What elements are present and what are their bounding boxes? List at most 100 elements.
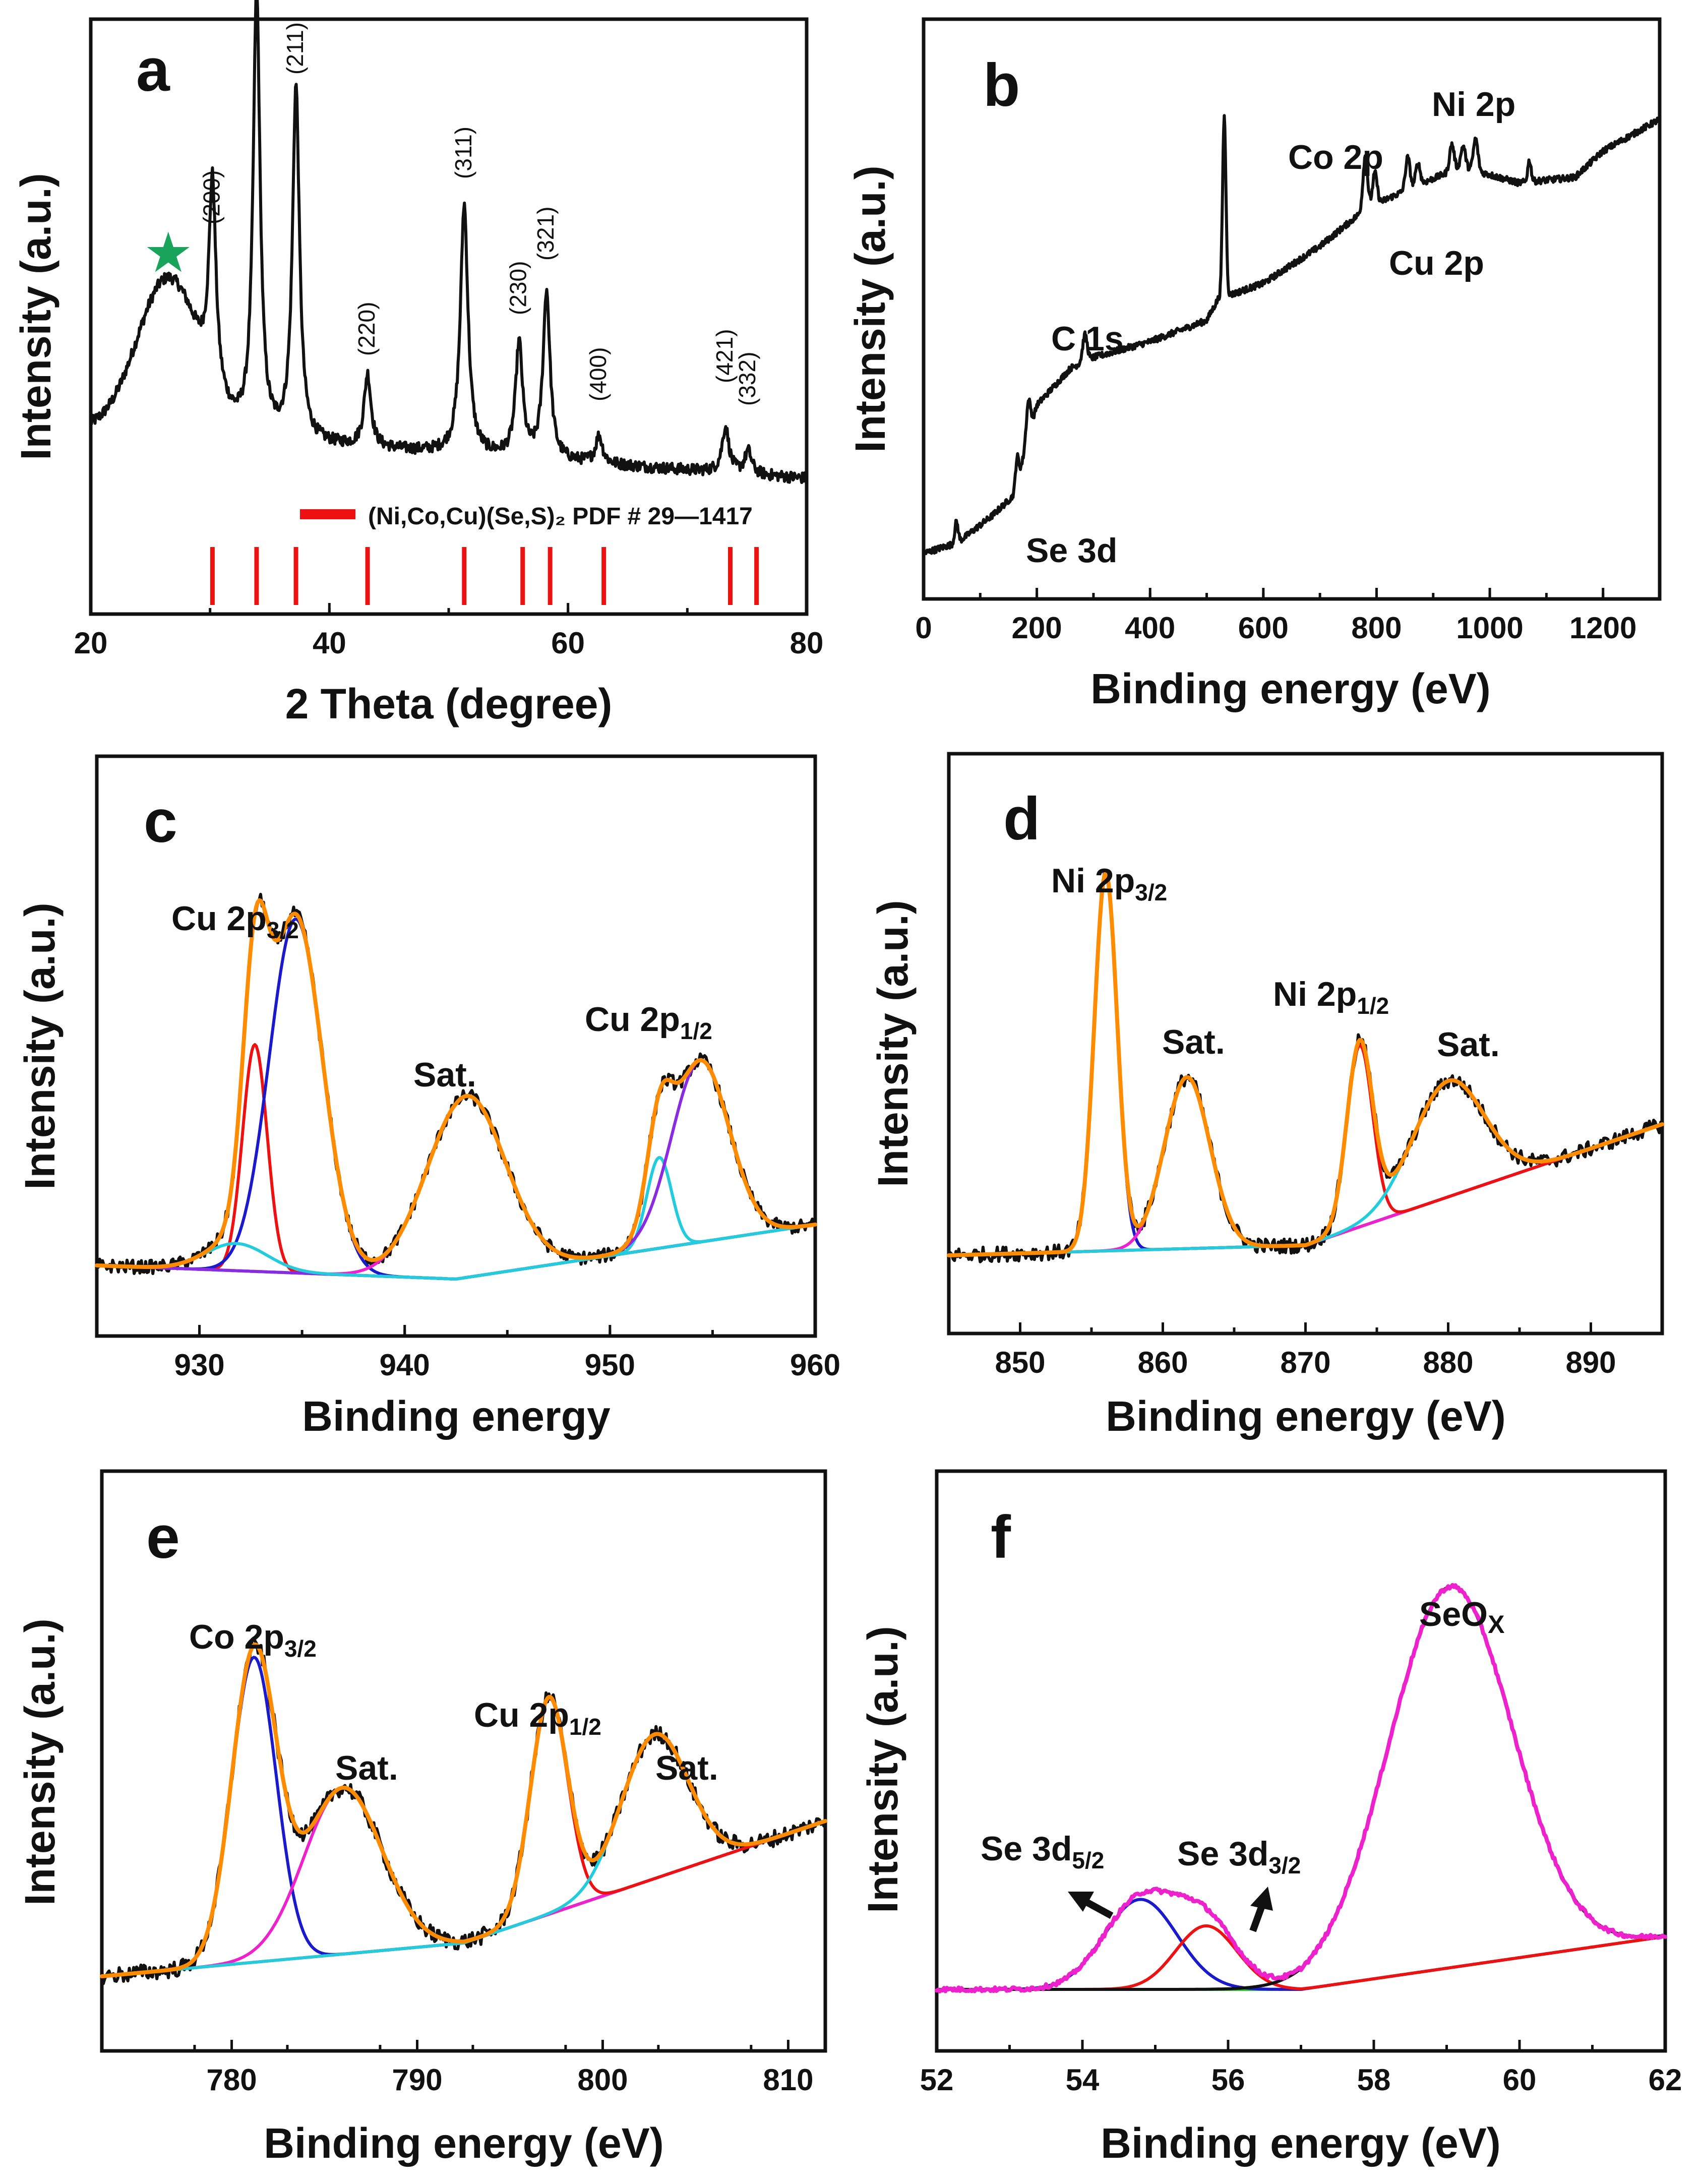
panel-a-legend: (Ni,Co,Cu)(Se,S)₂ PDF # 29—1417 — [368, 503, 753, 530]
panel-a-hkl-label: (421) — [711, 329, 738, 383]
panel-a-xrd-pattern — [89, 0, 808, 484]
panel-a-ylabel: Intensity (a.u.) — [12, 173, 59, 460]
panel-f-xtick-label: 58 — [1357, 2063, 1391, 2097]
panel-a-xlabel: 2 Theta (degree) — [285, 680, 613, 727]
panel-f-envelope — [935, 1583, 1667, 1994]
panel-d-xlabel: Binding energy (eV) — [1106, 1392, 1505, 1440]
panel-e-label: e — [146, 1503, 180, 1571]
panel-e-co2p32-label: Co 2p3/2 — [189, 1618, 317, 1662]
panel-e-xtick-label: 790 — [392, 2063, 442, 2097]
panel-a-legend-swatch — [300, 509, 355, 519]
panel-f-ylabel: Intensity (a.u.) — [859, 1626, 906, 1913]
panel-f-xlabel: Binding energy (eV) — [1101, 2119, 1500, 2167]
panel-f-seox-label: SeOX — [1419, 1595, 1504, 1639]
panel-a-xrd: ★(200)(210)(211)(220)(311)(230)(321)(400… — [12, 0, 823, 727]
panel-b-c1s-label: C 1s — [1051, 320, 1124, 358]
panel-b-label: b — [983, 51, 1020, 119]
panel-b-ni2p-label: Ni 2p — [1432, 85, 1515, 124]
panel-d-ni2p12-label: Ni 2p1/2 — [1273, 975, 1389, 1019]
panel-b-survey-spectrum — [922, 114, 1661, 556]
panel-f-se3d52-label: Se 3d5/2 — [981, 1830, 1104, 1873]
panel-e-xtick-label: 810 — [763, 2063, 813, 2097]
panel-c-xtick-label: 960 — [790, 1348, 840, 1382]
panel-b-series — [922, 114, 1661, 556]
panel-c-sat-label: Sat. — [413, 1056, 476, 1094]
panel-e-series — [100, 1636, 827, 1985]
panel-d-component-ni-2p1-2 — [947, 1044, 1664, 1257]
panel-d-component-ni-2p3-2 — [947, 871, 1664, 1257]
panel-a-xtick-label: 60 — [551, 626, 585, 660]
panel-c-component-cu-2p1-2 — [95, 1156, 817, 1281]
panel-d-xtick-label: 870 — [1280, 1346, 1330, 1379]
panel-c-cu2p32-label: Cu 2p3/2 — [171, 899, 299, 943]
panel-b-xtick-label: 200 — [1012, 611, 1062, 645]
panel-f-component-se-3d3-2 — [935, 1924, 1667, 1991]
panel-d-ticks: 850 860 870 880 890 — [947, 1322, 1664, 1379]
panel-c-xtick-label: 950 — [585, 1348, 635, 1382]
panel-a-star-marker: ★ — [144, 222, 194, 284]
panel-f-se3d: 52 54 56 58 60 62 f Binding energy (eV) Inten… — [859, 1469, 1682, 2167]
panel-d-xtick-label: 850 — [995, 1346, 1045, 1379]
panel-f-arrow-left — [1068, 1892, 1114, 1919]
panel-f-ticks: 52 54 56 58 60 62 — [920, 2040, 1682, 2097]
panel-c-component-sat- — [95, 1223, 817, 1281]
panel-e-component-sat- — [100, 1786, 827, 1978]
panel-e-sat2-label: Sat. — [655, 1749, 718, 1787]
panel-b-xtick-label: 1200 — [1569, 611, 1636, 645]
panel-c-xlabel: Binding energy — [302, 1392, 611, 1440]
panel-a-hkl-label: (230) — [505, 261, 531, 315]
panel-f-series — [935, 1583, 1667, 1994]
panel-c-label: c — [144, 787, 177, 855]
panel-c-ylabel: Intensity (a.u.) — [16, 902, 64, 1189]
panel-b-se3d-label: Se 3d — [1026, 531, 1117, 570]
panel-c-frame — [95, 754, 817, 1338]
panel-f-xtick-label: 54 — [1066, 2063, 1100, 2097]
panel-d-ni2p32-label: Ni 2p3/2 — [1051, 862, 1167, 905]
panel-a-hkl-label: (220) — [353, 302, 380, 356]
panel-d-xtick-label: 890 — [1565, 1346, 1616, 1379]
panel-d-label: d — [1003, 785, 1040, 853]
panel-c-envelope — [95, 898, 817, 1269]
panel-e-raw-data — [100, 1636, 827, 1985]
panel-b-co2p-label: Co 2p — [1288, 138, 1383, 176]
panel-b-xtick-label: 0 — [915, 611, 932, 645]
panel-e-cu2p12-label: Cu 2p1/2 — [474, 1696, 601, 1740]
panel-d-component-sat- — [947, 1078, 1664, 1257]
panel-c-xtick-label: 930 — [174, 1348, 225, 1382]
panel-a-hkl-label: (311) — [450, 127, 476, 179]
panel-b-xtick-label: 400 — [1125, 611, 1175, 645]
panel-e-envelope — [100, 1642, 827, 1978]
panel-c-component-sat- — [95, 1094, 817, 1276]
panel-e-sat1-label: Sat. — [335, 1749, 398, 1787]
panel-a-hkl-label: (211) — [282, 22, 308, 75]
panel-f-xtick-label: 60 — [1503, 2063, 1537, 2097]
panel-b-frame — [922, 17, 1662, 601]
panel-a-xtick-label: 80 — [790, 626, 824, 660]
panel-b-xtick-label: 1000 — [1456, 611, 1523, 645]
panel-e-xtick-label: 780 — [207, 2063, 257, 2097]
panel-c-cu2p: 930 940 950 960 c Binding energy Intensity … — [16, 754, 840, 1440]
panel-e-ylabel: Intensity (a.u.) — [16, 1618, 64, 1905]
panel-a-xtick-label: 20 — [74, 626, 108, 660]
panel-c-xtick-label: 940 — [380, 1348, 430, 1382]
panel-f-frame — [935, 1469, 1667, 2053]
panel-b-survey: 0 200 400 600 800 1000 1200 b Binding energy (… — [846, 17, 1662, 712]
panel-f-component-seox — [935, 1585, 1667, 1991]
panel-f-xtick-label: 52 — [920, 2063, 954, 2097]
panel-e-frame — [100, 1469, 827, 2053]
panel-e-co2p: 780 790 800 810 e Binding energy (eV) Inten… — [16, 1469, 827, 2167]
panel-f-xtick-label: 62 — [1649, 2063, 1682, 2097]
panel-d-envelope — [947, 870, 1664, 1257]
panel-a-hkl-label: (200) — [198, 170, 224, 224]
panel-a-hkl-label: (332) — [734, 352, 760, 406]
panel-d-xtick-label: 860 — [1137, 1346, 1188, 1379]
panel-a-hkl-label: (400) — [585, 347, 611, 401]
panel-a-series: ★(200)(210)(211)(220)(311)(230)(321)(400… — [89, 0, 808, 605]
panel-d-ylabel: Intensity (a.u.) — [869, 900, 917, 1187]
panel-c-cu2p12-label: Cu 2p1/2 — [585, 1000, 712, 1044]
panel-a-label: a — [136, 36, 170, 104]
panel-b-ticks: 0 200 400 600 800 1000 1200 — [915, 588, 1661, 645]
panel-e-xtick-label: 800 — [577, 2063, 628, 2097]
panel-b-ylabel: Intensity (a.u.) — [846, 165, 894, 452]
